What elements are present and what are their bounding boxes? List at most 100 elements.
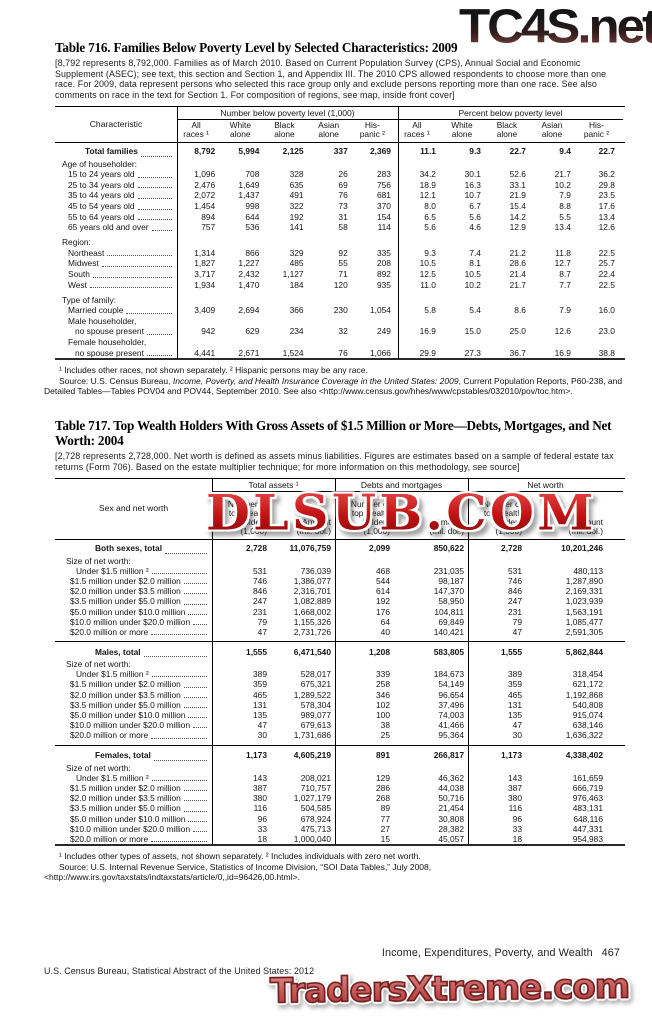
column-header: White alone bbox=[229, 120, 251, 140]
vertical-rule bbox=[335, 478, 336, 845]
value-cell: 10.7 bbox=[464, 190, 481, 201]
value-cell: 846 bbox=[253, 586, 267, 597]
value-cell: 234 bbox=[289, 326, 304, 337]
value-cell: 850,622 bbox=[433, 543, 464, 554]
value-cell: 10.5 bbox=[419, 258, 436, 269]
value-cell: 681 bbox=[376, 190, 391, 201]
group-header: Number below poverty level (1,000) bbox=[177, 107, 398, 120]
value-cell: 147,370 bbox=[433, 586, 464, 597]
dot-leader bbox=[193, 830, 207, 832]
row-label-cell: Females, total bbox=[55, 749, 212, 763]
table-row: $20.0 million or more 30 1,731,686 25 95,364… bbox=[55, 730, 625, 740]
value-cell: 135 bbox=[508, 710, 522, 721]
footnote-line: ¹ Includes other types of assets, not sh… bbox=[59, 851, 421, 862]
value-cell: 2,125 bbox=[282, 146, 304, 157]
value-cell: 757 bbox=[201, 222, 216, 233]
value-cell: 359 bbox=[253, 679, 267, 690]
value-cell: 976,463 bbox=[572, 793, 603, 804]
value-cell: 7.4 bbox=[469, 247, 481, 258]
value-cell: 12.5 bbox=[419, 269, 436, 280]
value-cell: 915,074 bbox=[572, 710, 603, 721]
value-cell: 329 bbox=[289, 247, 304, 258]
table-row: Male householder, bbox=[55, 316, 625, 327]
row-label-cell: Size of net worth: bbox=[55, 659, 625, 669]
value-cell: 447,331 bbox=[572, 823, 603, 834]
table-row: $10.0 million under $20.0 million 47 679,6… bbox=[55, 720, 625, 730]
value-cell: 1,173 bbox=[501, 750, 522, 761]
value-cell: 708 bbox=[245, 169, 260, 180]
row-label-cell: Age of householder: bbox=[55, 159, 625, 170]
value-cell: 1,437 bbox=[238, 190, 260, 201]
table-row: no spouse present 942 629 234 32 249 16.9 15.0 2… bbox=[55, 326, 625, 337]
value-cell: 648,116 bbox=[573, 813, 603, 824]
row-label-cell: South bbox=[55, 269, 177, 280]
value-cell: 10.2 bbox=[464, 279, 481, 290]
value-cell: 8.6 bbox=[514, 305, 526, 316]
group-header: Debts and mortgages bbox=[335, 479, 468, 492]
value-cell: 102 bbox=[376, 699, 390, 710]
value-cell: 23.5 bbox=[598, 190, 615, 201]
vertical-rule bbox=[398, 106, 399, 359]
row-label: South bbox=[68, 269, 90, 280]
watermark-dlsub-text: DLSUB.COM bbox=[206, 484, 597, 542]
column-header: All races ¹ bbox=[183, 120, 209, 140]
value-cell: 92 bbox=[338, 247, 348, 258]
value-cell: 30 bbox=[257, 730, 267, 741]
value-cell: 989,077 bbox=[300, 710, 331, 721]
dot-leader bbox=[137, 208, 172, 210]
dot-leader bbox=[101, 266, 172, 268]
table-row: no spouse present 4,441 2,671 1,524 76 1,066 2… bbox=[55, 348, 625, 359]
row-label: $10.0 million under $20.0 million bbox=[70, 616, 191, 627]
row-label: West bbox=[68, 279, 87, 290]
value-cell: 322 bbox=[289, 200, 304, 211]
value-cell: 33 bbox=[257, 823, 267, 834]
row-label: 35 to 44 years old bbox=[68, 190, 135, 201]
row-label-cell: $20.0 million or more bbox=[55, 730, 212, 740]
value-cell: 25.7 bbox=[598, 258, 615, 269]
value-cell: 116 bbox=[508, 803, 522, 814]
table-row: $10.0 million under $20.0 million 79 1,155… bbox=[55, 617, 625, 627]
dot-leader bbox=[137, 176, 172, 178]
source-prefix: Source: U.S. Census Bureau, bbox=[59, 375, 173, 386]
row-label: $2.0 million under $3.5 million bbox=[70, 689, 181, 700]
table-row: Size of net worth: bbox=[55, 763, 625, 773]
table-row: Type of family: bbox=[55, 295, 625, 306]
value-cell: 666,719 bbox=[572, 782, 603, 793]
value-cell: 26 bbox=[338, 169, 348, 180]
table-row: Under $1.5 million ² 389 528,017 339 184,673… bbox=[55, 669, 625, 679]
value-cell: 5,994 bbox=[238, 146, 260, 157]
value-cell: 29.8 bbox=[598, 179, 615, 190]
value-cell: 5.4 bbox=[469, 305, 481, 316]
dot-leader bbox=[183, 790, 207, 792]
value-cell: 192 bbox=[376, 596, 390, 607]
value-cell: 36.2 bbox=[598, 169, 615, 180]
value-cell: 143 bbox=[508, 772, 522, 783]
dot-leader bbox=[151, 676, 207, 678]
dot-leader bbox=[153, 759, 207, 761]
value-cell: 9.3 bbox=[424, 247, 436, 258]
row-label: 15 to 24 years old bbox=[68, 169, 135, 180]
row-label-cell: Under $1.5 million ² bbox=[55, 566, 212, 576]
row-label: Size of net worth: bbox=[66, 762, 131, 773]
value-cell: 33.1 bbox=[509, 179, 526, 190]
table-717-note: [2,728 represents 2,728,000. Net worth i… bbox=[55, 451, 614, 472]
value-cell: 337 bbox=[333, 146, 348, 157]
value-cell: 866 bbox=[245, 247, 260, 258]
value-cell: 79 bbox=[257, 616, 267, 627]
value-cell: 1,173 bbox=[246, 750, 267, 761]
row-label-cell: no spouse present bbox=[55, 326, 177, 337]
table-row: Married couple 3,409 2,694 366 230 1,054 5.8 5.… bbox=[55, 305, 625, 316]
value-cell: 131 bbox=[253, 699, 267, 710]
row-label-cell: 45 to 54 years old bbox=[55, 201, 177, 212]
watermark-tradersxtreme: TradersXtreme.com bbox=[269, 966, 630, 1013]
row-label-cell: Midwest bbox=[55, 258, 177, 269]
value-cell: 73 bbox=[338, 200, 348, 211]
row-label: $5.0 million under $10.0 million bbox=[70, 813, 186, 824]
value-cell: 1,192,868 bbox=[565, 689, 603, 700]
footnote-line: ¹ Includes other races, not shown separa… bbox=[59, 365, 368, 376]
value-cell: 480,113 bbox=[573, 565, 603, 576]
value-cell: 2,731,726 bbox=[293, 626, 331, 637]
publication-line: U.S. Census Bureau, Statistical Abstract… bbox=[44, 966, 315, 976]
row-label-cell: 65 years old and over bbox=[55, 222, 177, 233]
value-cell: 76 bbox=[338, 347, 348, 358]
